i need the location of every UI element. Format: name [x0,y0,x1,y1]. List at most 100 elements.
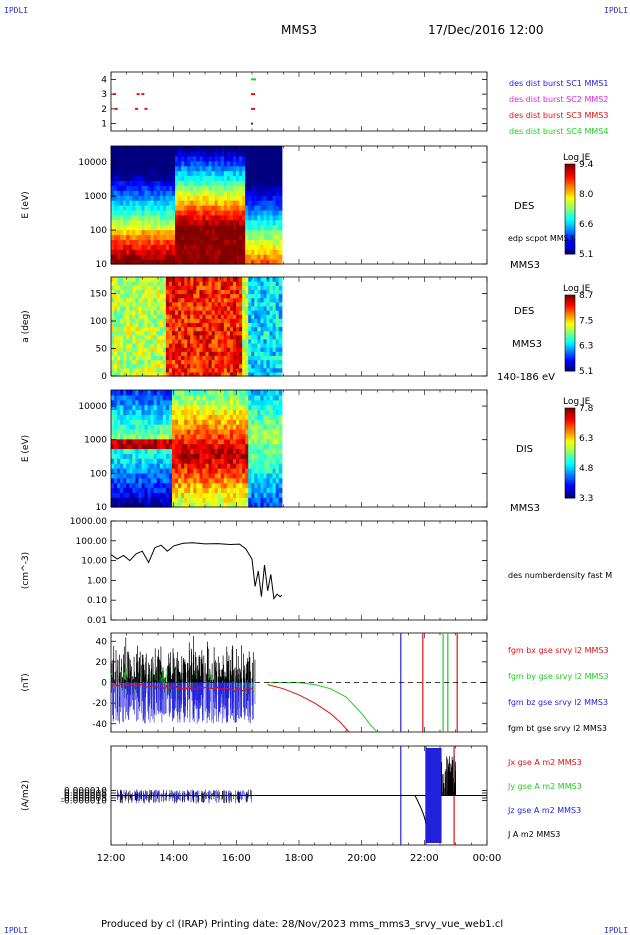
colorbar-tick-label: 3.3 [579,494,593,504]
y-axis-label: (cm^-3) [21,552,31,589]
heatmap-cell [279,314,283,319]
y-tick-label: 10000 [78,402,107,412]
des-pitch-heatmap [111,277,282,377]
colorbar-tick-label: 7.8 [579,404,594,414]
heatmap-cell [279,185,283,191]
heatmap-cell [279,463,283,468]
heatmap-cell [279,281,283,286]
y-tick-label: 0 [101,372,107,382]
des-energy-heatmap [111,146,282,265]
y-axis-label: E (eV) [21,435,31,462]
heatmap-cell [279,458,283,463]
y-axis-label: E (eV) [21,191,31,218]
heatmap-cell [279,453,283,458]
heatmap-cell [279,351,283,356]
heatmap-cell [279,310,283,315]
heatmap-cell [279,492,283,497]
y-tick-label: 10 [96,260,108,270]
panel-right-label: MMS3 [510,503,540,514]
burst-marker [251,108,255,110]
heatmap-cell [279,473,283,478]
heatmap-cell [279,220,283,226]
heatmap-cell [279,277,283,282]
y-tick-label: 1000.00 [70,517,107,527]
des-pitch-colorbar [565,295,575,372]
legend-entry: des dist burst SC1 MMS1 [509,79,608,88]
colorbar-tick-label: 8.7 [579,291,593,301]
colorbar-tick-label: 6.3 [579,434,593,444]
y-tick-label: 100.00 [76,537,108,547]
legend-entry: des dist burst SC3 MMS3 [509,111,608,120]
heatmap-cell [279,434,283,439]
y-tick-label: 2 [101,105,107,115]
heatmap-cell [279,395,283,400]
heatmap-cell [279,483,283,488]
heatmap-cell [279,190,283,196]
burst-marker [137,93,140,95]
heatmap-cell [279,200,283,206]
burst-marker [251,123,253,125]
heatmap-cell [279,331,283,336]
heatmap-cell [279,449,283,454]
y-tick-label: 1 [101,120,107,130]
colorbar-tick-label: 5.1 [579,250,593,260]
burst-frame [111,72,487,131]
heatmap-cell [279,405,283,410]
heatmap-cell [279,424,283,429]
heatmap-cell [279,161,283,167]
burst-marker [113,93,116,95]
y-tick-label: 1.00 [87,576,107,586]
y-tick-label: 100 [90,317,107,327]
heatmap-cell [279,151,283,157]
burst-marker [251,93,255,95]
heatmap-cell [279,176,283,182]
y-tick-label: 3 [101,90,107,100]
panel-right-label: DIS [516,444,533,455]
dis-energy-heatmap [111,390,282,508]
y-tick-label: 10000 [78,158,107,168]
heatmap-cell [279,335,283,340]
y-tick-label: 0.01 [87,616,107,626]
heatmap-cell [279,244,283,250]
y-tick-label: 40 [96,637,108,647]
burst-marker [141,93,144,95]
colorbar-tick-label: 6.6 [579,220,594,230]
y-tick-label: 50 [96,345,108,355]
heatmap-cell [279,239,283,245]
heatmap-cell [279,322,283,327]
colorbar-tick-label: 4.8 [579,464,594,474]
heatmap-cell [279,254,283,260]
heatmap-cell [279,429,283,434]
y-axis-label: (nT) [21,673,31,691]
y-axis-label: a (deg) [21,310,31,342]
heatmap-cell [279,339,283,344]
density-frame [111,521,487,620]
heatmap-cell [279,195,283,201]
heatmap-cell [279,318,283,323]
heatmap-cell [279,298,283,303]
density-series-line [111,543,282,599]
y-tick-label: 0 [101,679,107,689]
panel-right-label: edp scpot MMS3 [508,234,574,243]
y-tick-label: 150 [90,290,107,300]
panel-right-label: MMS3 [510,260,540,271]
heatmap-cell [279,360,283,365]
heatmap-cell [279,289,283,294]
y-tick-label: 1000 [84,192,107,202]
y-tick-label: 4 [101,75,107,85]
y-tick-label: 100 [90,469,107,479]
legend-entry: des numberdensity fast M [508,571,612,580]
heatmap-cell [279,249,283,255]
fgm-series-line [268,683,378,733]
y-tick-label: 10 [96,503,108,513]
y-tick-label: -40 [92,720,107,730]
legend-entry: fgm bt gse srvy l2 MMS3 [508,724,607,733]
panel-right-label: MMS3 [512,339,542,350]
y-tick-label: 100 [90,226,107,236]
colorbar-tick-label: 6.3 [579,342,593,352]
heatmap-cell [279,390,283,395]
heatmap-cell [279,180,283,186]
y-tick-label: 1000 [84,436,107,446]
legend-entry: des dist burst SC2 MMS2 [509,95,608,104]
